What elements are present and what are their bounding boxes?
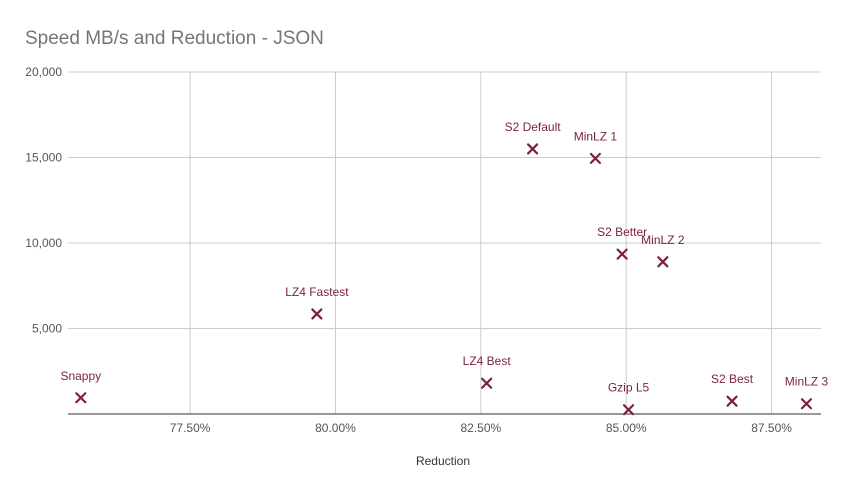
y-tick-label: 10,000 <box>25 236 62 250</box>
x-axis-title: Reduction <box>416 454 470 468</box>
data-label: MinLZ 1 <box>574 129 618 143</box>
x-tick-label: 85.00% <box>606 421 647 435</box>
data-label: Snappy <box>60 369 101 383</box>
y-tick-label: 20,000 <box>25 65 62 79</box>
data-point[interactable]: LZ4 Fastest <box>285 285 349 320</box>
data-point[interactable]: Snappy <box>60 369 101 404</box>
x-tick-label: 80.00% <box>315 421 356 435</box>
x-marker <box>75 392 87 404</box>
data-label: Gzip L5 <box>608 381 650 395</box>
y-tick-label: 5,000 <box>32 322 62 336</box>
x-marker <box>800 398 813 410</box>
data-label: LZ4 Best <box>463 354 512 368</box>
data-point[interactable]: S2 Better <box>597 225 647 260</box>
data-point[interactable]: S2 Default <box>505 120 562 155</box>
data-point[interactable]: MinLZ 3 <box>785 375 829 410</box>
data-label: MinLZ 2 <box>641 233 685 247</box>
x-tick-label: 82.50% <box>460 421 501 435</box>
data-label: S2 Default <box>505 120 562 134</box>
x-marker <box>481 377 493 389</box>
x-marker <box>622 404 635 416</box>
x-marker <box>589 152 601 164</box>
chart-title: Speed MB/s and Reduction - JSON <box>25 28 324 49</box>
x-marker <box>657 256 669 268</box>
data-point[interactable]: MinLZ 1 <box>574 129 618 164</box>
x-tick-label: 87.50% <box>751 421 792 435</box>
data-point[interactable]: MinLZ 2 <box>641 233 685 268</box>
x-marker <box>726 395 738 407</box>
data-point[interactable]: S2 Best <box>711 372 754 407</box>
x-tick-label: 77.50% <box>170 421 211 435</box>
data-label: S2 Better <box>597 225 647 239</box>
x-marker <box>311 308 323 320</box>
y-tick-label: 15,000 <box>25 151 62 165</box>
data-label: MinLZ 3 <box>785 375 829 389</box>
grid-layer <box>68 71 821 415</box>
x-marker <box>616 248 628 260</box>
data-label: LZ4 Fastest <box>285 285 349 299</box>
tick-labels: 5,000 10,000 15,000 20,000 77.50% 80.00% 82.50… <box>25 65 792 435</box>
data-point[interactable]: Gzip L5 <box>608 381 650 416</box>
data-points: Snappy LZ4 Fastest LZ4 Best S2 Default MinLZ… <box>60 120 829 416</box>
data-point[interactable]: LZ4 Best <box>463 354 512 389</box>
x-marker <box>526 143 539 155</box>
data-label: S2 Best <box>711 372 754 386</box>
